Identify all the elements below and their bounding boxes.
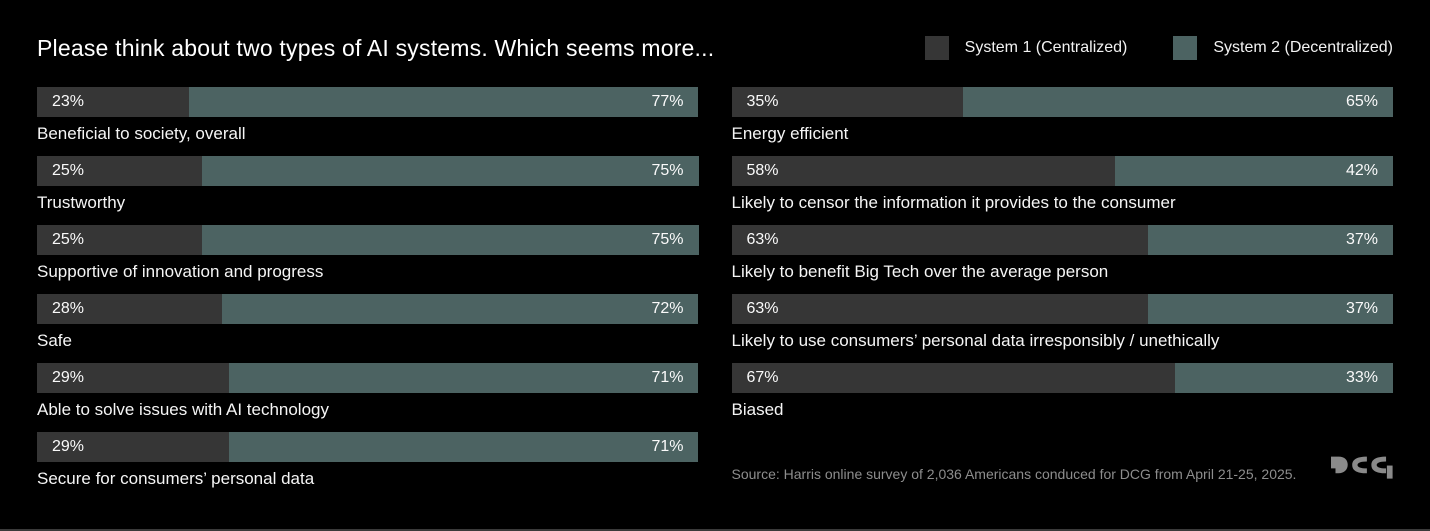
bar-segment-system2: 37% — [1148, 225, 1393, 255]
header: Please think about two types of AI syste… — [37, 33, 1393, 63]
bar-value-label: 58% — [746, 162, 779, 179]
bar-value-label: 71% — [651, 369, 684, 386]
legend-label-system2: System 2 (Decentralized) — [1213, 39, 1393, 56]
bar-segment-system1: 23% — [37, 87, 190, 117]
chart-columns: 23% 77% Beneficial to society, overall 25% 7… — [37, 87, 1393, 501]
bar-value-label: 29% — [52, 369, 85, 386]
bar-segment-system2: 71% — [228, 363, 699, 393]
bar-row: 35% 65% Energy efficient — [731, 87, 1394, 144]
bar-value-label: 37% — [1345, 231, 1378, 248]
bar-value-label: 25% — [52, 162, 85, 179]
bar-segment-system1: 35% — [731, 87, 964, 117]
bar-segment-system1: 58% — [731, 156, 1116, 186]
source-note: Source: Harris online survey of 2,036 Am… — [731, 466, 1297, 482]
bar-segment-system2: 37% — [1148, 294, 1393, 324]
rows-mount-right: 35% 65% Energy efficient 58% 42% Likely to ce… — [731, 87, 1394, 420]
stacked-bar: 63% 37% — [731, 294, 1394, 324]
stacked-bar: 58% 42% — [731, 156, 1394, 186]
bar-value-label: 28% — [52, 300, 85, 317]
bar-segment-system2: 42% — [1115, 156, 1393, 186]
bar-value-label: 67% — [746, 369, 779, 386]
bar-segment-system1: 25% — [37, 225, 203, 255]
bar-segment-system1: 63% — [731, 294, 1149, 324]
bar-value-label: 72% — [651, 300, 684, 317]
bar-segment-system1: 25% — [37, 156, 203, 186]
bar-value-label: 65% — [1345, 93, 1378, 110]
bar-value-label: 23% — [52, 93, 85, 110]
stacked-bar: 25% 75% — [37, 156, 699, 186]
bar-category-label: Energy efficient — [731, 124, 849, 143]
bar-value-label: 71% — [651, 438, 684, 455]
legend-swatch-system1 — [924, 36, 949, 60]
stacked-bar: 29% 71% — [37, 363, 699, 393]
bar-segment-system1: 63% — [731, 225, 1149, 255]
rows-mount-left: 23% 77% Beneficial to society, overall 25% 7… — [37, 87, 699, 489]
bar-value-label: 37% — [1345, 300, 1378, 317]
bar-category-label: Supportive of innovation and progress — [37, 262, 324, 281]
bar-row: 28% 72% Safe — [37, 294, 699, 351]
footer: Source: Harris online survey of 2,036 Am… — [732, 450, 1394, 486]
stacked-bar: 67% 33% — [731, 363, 1394, 393]
bar-row: 25% 75% Supportive of innovation and progr… — [37, 225, 699, 282]
stacked-bar: 28% 72% — [37, 294, 699, 324]
bar-row: 67% 33% Biased — [731, 363, 1394, 420]
bar-row: 63% 37% Likely to benefit Big Tech over th… — [731, 225, 1394, 282]
legend-item-system1: System 1 (Centralized) — [924, 36, 1128, 60]
stacked-bar: 29% 71% — [37, 432, 699, 462]
bar-category-label: Trustworthy — [37, 193, 126, 212]
stacked-bar: 25% 75% — [37, 225, 699, 255]
stacked-bar: 23% 77% — [37, 87, 699, 117]
bar-category-label: Biased — [731, 400, 784, 419]
bar-category-label: Safe — [37, 331, 72, 350]
bar-value-label: 63% — [746, 231, 779, 248]
legend-swatch-system2 — [1173, 36, 1198, 60]
bar-category-label: Likely to censor the information it prov… — [731, 193, 1176, 212]
bar-row: 63% 37% Likely to use consumers’ personal … — [731, 294, 1394, 351]
bar-category-label: Able to solve issues with AI technology — [37, 400, 329, 419]
bar-value-label: 35% — [746, 93, 779, 110]
chart-column-left: 23% 77% Beneficial to society, overall 25% 7… — [37, 87, 699, 501]
bar-value-label: 29% — [52, 438, 85, 455]
bar-value-label: 33% — [1345, 369, 1378, 386]
bar-value-label: 77% — [651, 93, 684, 110]
bar-segment-system2: 72% — [222, 294, 699, 324]
stacked-bar: 35% 65% — [731, 87, 1394, 117]
bar-segment-system2: 75% — [202, 156, 699, 186]
bar-category-label: Beneficial to society, overall — [37, 124, 246, 143]
legend-item-system2: System 2 (Decentralized) — [1173, 36, 1393, 60]
bottom-edge-line — [0, 529, 1430, 531]
bar-row: 23% 77% Beneficial to society, overall — [37, 87, 699, 144]
bar-row: 25% 75% Trustworthy — [37, 156, 699, 213]
bar-value-label: 63% — [746, 300, 779, 317]
chart-title: Please think about two types of AI syste… — [37, 34, 715, 61]
bar-segment-system2: 77% — [189, 87, 699, 117]
legend: System 1 (Centralized) System 2 (Decentr… — [924, 36, 1393, 60]
bar-category-label: Likely to benefit Big Tech over the aver… — [731, 262, 1109, 281]
bar-segment-system2: 75% — [202, 225, 699, 255]
bar-segment-system1: 67% — [731, 363, 1175, 393]
bar-segment-system1: 28% — [37, 294, 223, 324]
dcg-logo — [1331, 456, 1393, 479]
stacked-bar: 63% 37% — [731, 225, 1394, 255]
bar-segment-system1: 29% — [37, 432, 229, 462]
bar-value-label: 75% — [651, 162, 684, 179]
bar-row: 29% 71% Able to solve issues with AI techn… — [37, 363, 699, 420]
bar-segment-system2: 33% — [1174, 363, 1393, 393]
bar-value-label: 75% — [651, 231, 684, 248]
bar-row: 29% 71% Secure for consumers’ personal dat… — [37, 432, 699, 489]
bar-category-label: Secure for consumers’ personal data — [37, 469, 315, 488]
bar-segment-system2: 65% — [963, 87, 1393, 117]
bar-row: 58% 42% Likely to censor the information i… — [731, 156, 1394, 213]
bar-segment-system1: 29% — [37, 363, 229, 393]
chart-column-right: 35% 65% Energy efficient 58% 42% Likely to ce… — [731, 87, 1394, 501]
bar-value-label: 42% — [1345, 162, 1378, 179]
bar-value-label: 25% — [52, 231, 85, 248]
bar-category-label: Likely to use consumers’ personal data i… — [731, 331, 1220, 350]
bar-segment-system2: 71% — [228, 432, 699, 462]
legend-label-system1: System 1 (Centralized) — [964, 39, 1128, 56]
